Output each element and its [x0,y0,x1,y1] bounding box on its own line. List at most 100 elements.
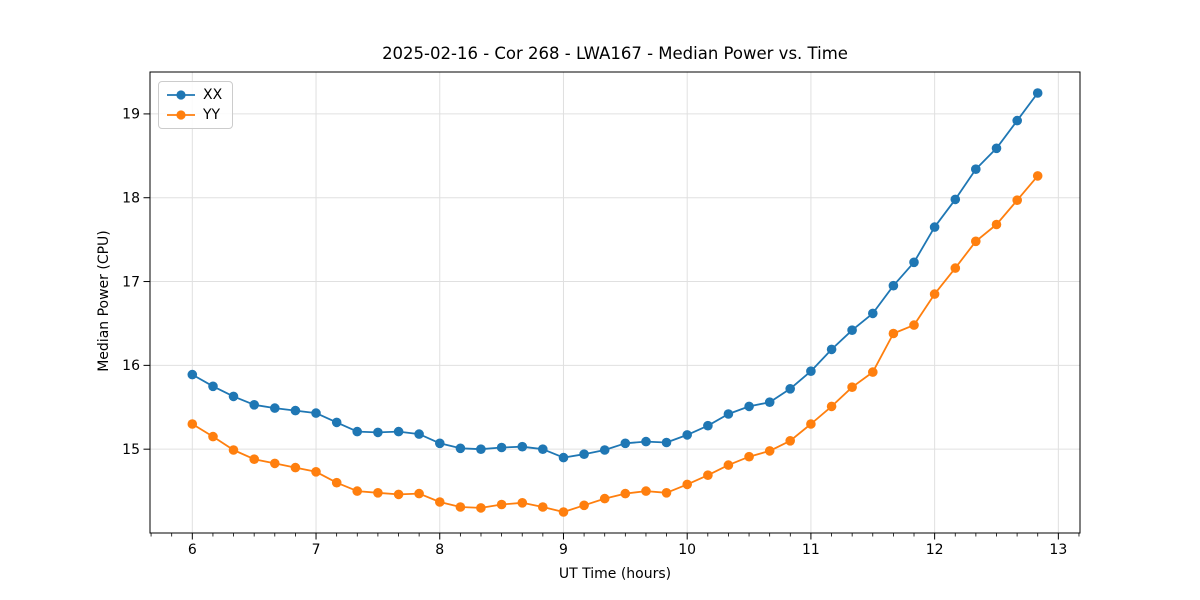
data-point-yy [826,401,837,412]
data-point-xx [1012,115,1022,126]
y-tick-label: 16 [122,358,140,374]
legend-label-xx: XX [203,87,223,103]
data-point-yy [579,500,589,511]
data-point-xx [496,442,507,453]
legend-item-yy: YY [166,106,222,124]
data-point-yy [517,498,528,508]
data-point-yy [455,502,466,512]
legend-label-yy: YY [203,107,221,123]
data-point-yy [620,488,631,499]
data-point-yy [414,488,424,499]
y-tick-label: 18 [122,191,140,207]
data-point-xx [517,441,528,452]
data-point-yy [703,470,713,481]
data-point-xx [1032,88,1043,98]
data-point-yy [538,502,548,512]
data-point-xx [435,438,445,449]
data-point-yy [435,497,445,507]
data-point-yy [929,289,940,299]
data-point-xx [228,391,239,402]
data-point-yy [187,419,198,429]
data-point-yy [888,328,899,339]
data-point-xx [744,401,754,412]
data-point-yy [599,493,610,504]
data-point-xx [331,417,342,428]
data-point-xx [847,325,857,336]
data-point-yy [228,445,239,455]
data-point-xx [682,430,692,440]
data-point-yy [641,486,651,496]
x-tick-label: 12 [926,542,944,558]
x-tick-label: 9 [559,542,568,558]
data-point-yy [352,486,363,496]
data-point-xx [187,369,198,380]
data-point-xx [641,436,651,447]
x-tick-label: 7 [312,542,321,558]
legend-line-marker-swatch-yy [167,110,195,120]
y-tick-label: 17 [122,274,140,290]
data-point-xx [703,420,713,431]
data-point-yy [909,320,919,330]
data-point-yy [270,458,280,469]
y-tick-label: 19 [122,107,140,123]
data-point-xx [558,452,569,463]
data-point-xx [599,445,610,455]
data-point-yy [290,462,301,473]
data-point-xx [971,164,981,174]
data-point-xx [538,444,548,455]
data-point-xx [991,143,1002,154]
data-point-xx [661,437,672,448]
data-point-yy [723,460,734,470]
data-point-yy [764,446,775,456]
y-tick-label: 15 [122,442,140,458]
data-point-xx [352,426,363,437]
data-point-yy [806,419,816,429]
y-axis-label: Median Power (CPU) [96,230,112,372]
x-tick-label: 8 [435,542,444,558]
legend-line-marker-swatch-xx [167,90,195,100]
data-point-xx [249,400,259,410]
data-point-xx [785,384,795,394]
data-point-xx [888,280,899,291]
data-point-xx [414,429,424,439]
chart-title: 2025-02-16 - Cor 268 - LWA167 - Median P… [382,44,848,63]
data-point-yy [373,488,383,498]
x-tick-label: 11 [802,542,820,558]
data-point-yy [558,507,569,517]
data-point-xx [909,257,919,268]
data-point-yy [661,488,672,498]
data-point-yy [950,263,961,273]
x-tick-label: 13 [1049,542,1067,558]
data-point-yy [682,479,692,490]
legend: XX YY [158,81,234,129]
x-tick-label: 6 [188,542,197,558]
x-axis-label: UT Time (hours) [558,566,672,582]
x-tick-label: 10 [678,542,696,558]
data-point-yy [208,431,218,442]
data-point-xx [764,397,775,408]
data-point-xx [455,443,466,454]
data-point-yy [476,503,486,513]
data-point-xx [290,405,301,416]
data-point-xx [806,366,816,377]
data-point-yy [991,219,1002,230]
data-point-xx [393,426,404,437]
data-point-yy [847,382,857,393]
legend-item-xx: XX [166,86,222,104]
data-point-xx [929,222,940,232]
data-point-yy [785,436,795,446]
data-point-yy [249,454,259,465]
data-point-yy [744,451,754,462]
data-point-xx [826,344,837,355]
data-point-yy [971,236,981,247]
data-point-xx [579,449,589,460]
data-point-yy [1032,171,1043,181]
data-point-xx [373,427,383,438]
data-point-yy [331,477,342,488]
data-point-yy [393,489,404,500]
data-point-xx [868,308,878,319]
data-point-xx [270,403,280,413]
data-point-yy [1012,195,1022,205]
